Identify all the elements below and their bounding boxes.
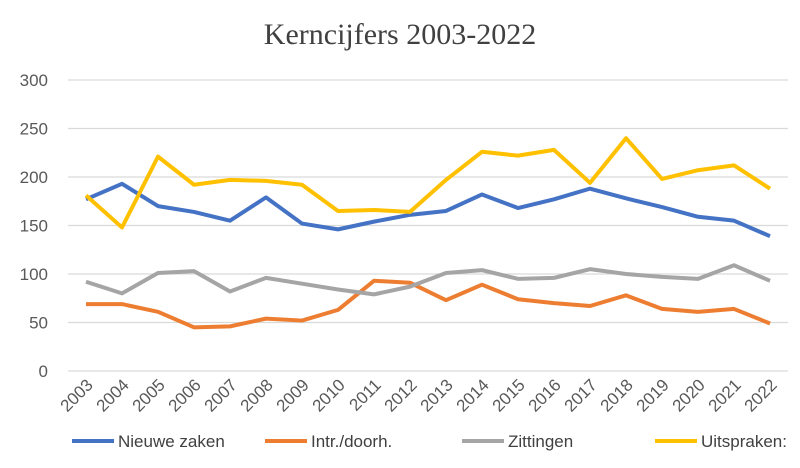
x-tick-label: 2011 bbox=[346, 375, 385, 414]
x-tick-label: 2004 bbox=[93, 375, 133, 415]
series-line-zittingen bbox=[85, 263, 771, 297]
x-tick-label: 2021 bbox=[705, 375, 745, 415]
x-tick-label: 2009 bbox=[273, 375, 313, 415]
y-tick-label: 250 bbox=[20, 120, 48, 139]
series-line-uitspraken bbox=[84, 136, 772, 230]
x-tick-label: 2015 bbox=[489, 375, 529, 415]
legend-label: Intr./doorh. bbox=[311, 432, 392, 451]
x-tick-label: 2018 bbox=[597, 375, 637, 415]
x-tick-label: 2022 bbox=[741, 375, 781, 415]
x-tick-label: 2020 bbox=[669, 375, 709, 415]
y-tick-label: 200 bbox=[20, 168, 48, 187]
y-tick-label: 300 bbox=[20, 71, 48, 90]
x-tick-label: 2007 bbox=[201, 375, 241, 415]
series-line-intr-doorh bbox=[86, 278, 771, 330]
y-tick-label: 150 bbox=[20, 217, 48, 236]
x-tick-label: 2019 bbox=[633, 375, 673, 415]
x-tick-label: 2013 bbox=[417, 375, 457, 415]
legend-label: Uitspraken: bbox=[701, 432, 787, 451]
x-tick-label: 2008 bbox=[237, 375, 277, 415]
x-tick-label: 2017 bbox=[561, 375, 601, 415]
series-line-nieuwe-zaken bbox=[85, 181, 771, 239]
chart-title: Kerncijfers 2003-2022 bbox=[264, 18, 536, 51]
x-tick-label: 2005 bbox=[129, 375, 169, 415]
x-tick-label: 2003 bbox=[57, 375, 97, 415]
legend-label: Zittingen bbox=[508, 432, 573, 451]
legend-label: Nieuwe zaken bbox=[118, 432, 225, 451]
x-tick-label: 2010 bbox=[309, 375, 349, 415]
x-tick-label: 2016 bbox=[525, 375, 565, 415]
x-tick-label: 2014 bbox=[453, 375, 493, 415]
x-tick-label: 2006 bbox=[165, 375, 205, 415]
y-tick-label: 100 bbox=[20, 265, 48, 284]
y-tick-label: 50 bbox=[29, 314, 48, 333]
x-tick-label: 2012 bbox=[381, 375, 421, 415]
y-tick-label: 0 bbox=[39, 362, 48, 381]
